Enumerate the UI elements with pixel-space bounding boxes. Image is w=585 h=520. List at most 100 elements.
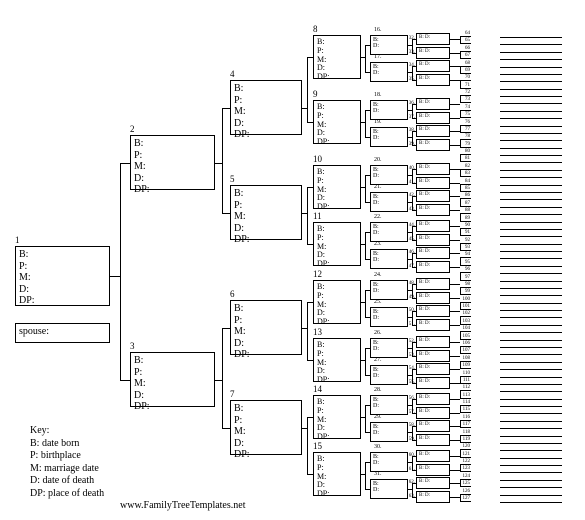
ancestor-line-112 — [500, 391, 562, 392]
ancestor-box-33: B: D: — [416, 47, 450, 59]
ancestor-box-35: B: D: — [416, 74, 450, 86]
ancestor-line-123 — [500, 472, 562, 473]
ancestor-line-90 — [500, 229, 562, 230]
ancestor-box-55: B: D: — [416, 377, 450, 389]
ancestor-line-98 — [500, 288, 562, 289]
ancestor-box-45: B: D: — [416, 234, 450, 246]
ancestor-box-40: B: D: — [416, 163, 450, 175]
ancestor-box-7: B:P:M:D:DP: — [230, 400, 302, 455]
ancestor-number-1: 1 — [15, 235, 20, 245]
ancestor-line-88 — [500, 214, 562, 215]
ancestor-line-78 — [500, 140, 562, 141]
ancestor-number-30: 30. — [374, 444, 382, 450]
ancestor-box-62: B: D: — [416, 477, 450, 489]
ancestor-line-120 — [500, 450, 562, 451]
ancestor-box-1: B:P:M:D:DP: — [15, 246, 110, 306]
ancestor-box-20: B:D: — [370, 165, 408, 185]
ancestor-line-106 — [500, 347, 562, 348]
ancestor-line-103 — [500, 325, 562, 326]
key-legend: Key:B: date bornP: birthplaceM: marriage… — [30, 425, 104, 500]
ancestor-number-15: 15 — [313, 441, 322, 451]
ancestor-number-19: 19. — [374, 119, 382, 125]
ancestor-number-16: 16. — [374, 27, 382, 33]
ancestor-line-100 — [500, 303, 562, 304]
ancestor-line-104 — [500, 332, 562, 333]
ancestor-number-24: 24. — [374, 272, 382, 278]
ancestor-line-85 — [500, 192, 562, 193]
ancestor-line-66 — [500, 52, 562, 53]
ancestor-line-97 — [500, 281, 562, 282]
ancestor-box-16: B:D: — [370, 35, 408, 55]
ancestor-line-89 — [500, 222, 562, 223]
ancestor-number-6: 6 — [230, 289, 235, 299]
ancestor-line-107 — [500, 354, 562, 355]
ancestor-number-5: 5 — [230, 174, 235, 184]
ancestor-box-34: B: D: — [416, 60, 450, 72]
ancestor-box-60: B: D: — [416, 450, 450, 462]
ancestor-line-119 — [500, 443, 562, 444]
ancestor-line-64 — [500, 37, 562, 38]
ancestor-box-53: B: D: — [416, 350, 450, 362]
ancestor-box-4: B:P:M:D:DP: — [230, 80, 302, 135]
ancestor-number-9: 9 — [313, 89, 318, 99]
ancestor-box-54: B: D: — [416, 363, 450, 375]
ancestor-box-41: B: D: — [416, 177, 450, 189]
ancestor-number-20: 20. — [374, 157, 382, 163]
pedigree-chart: 1B:P:M:D:DP:spouse:2B:P:M:D:DP:3B:P:M:D:… — [0, 0, 585, 520]
ancestor-box-6: B:P:M:D:DP: — [230, 300, 302, 355]
ancestor-number-3: 3 — [130, 341, 135, 351]
ancestor-number-10: 10 — [313, 154, 322, 164]
ancestor-number-11: 11 — [313, 211, 322, 221]
ancestor-line-71 — [500, 89, 562, 90]
ancestor-line-65 — [500, 44, 562, 45]
ancestor-box-21: B:D: — [370, 192, 408, 212]
ancestor-line-67 — [500, 59, 562, 60]
ancestor-line-99 — [500, 295, 562, 296]
ancestor-line-77 — [500, 133, 562, 134]
ancestor-number-28: 28. — [374, 387, 382, 393]
ancestor-line-115 — [500, 413, 562, 414]
ancestor-line-114 — [500, 406, 562, 407]
ancestor-line-108 — [500, 362, 562, 363]
ancestor-box-43: B: D: — [416, 204, 450, 216]
ancestor-line-76 — [500, 126, 562, 127]
ancestor-box-25: B:D: — [370, 307, 408, 327]
ancestor-line-80 — [500, 155, 562, 156]
ancestor-line-105 — [500, 340, 562, 341]
ancestor-number-27: 27. — [374, 357, 382, 363]
ancestor-box-31: B:D: — [370, 479, 408, 499]
ancestor-box-10: B:P:M:D:DP: — [313, 165, 361, 209]
ancestor-line-122 — [500, 465, 562, 466]
ancestor-line-82 — [500, 170, 562, 171]
ancestor-line-124 — [500, 480, 562, 481]
ancestor-box-5: B:P:M:D:DP: — [230, 185, 302, 240]
ancestor-line-110 — [500, 377, 562, 378]
ancestor-box-48: B: D: — [416, 278, 450, 290]
ancestor-box-15: B:P:M:D:DP: — [313, 452, 361, 496]
ancestor-box-2: B:P:M:D:DP: — [130, 135, 215, 190]
footer-credit: www.FamilyTreeTemplates.net — [120, 500, 245, 511]
ancestor-box-37: B: D: — [416, 112, 450, 124]
ancestor-box-59: B: D: — [416, 434, 450, 446]
ancestor-box-27: B:D: — [370, 365, 408, 385]
ancestor-number-17: 17. — [374, 54, 382, 60]
ancestor-box-58: B: D: — [416, 420, 450, 432]
ancestor-number-8: 8 — [313, 24, 318, 34]
ancestor-line-121 — [500, 458, 562, 459]
ancestor-line-101 — [500, 310, 562, 311]
ancestor-line-74 — [500, 111, 562, 112]
ancestor-box-14: B:P:M:D:DP: — [313, 395, 361, 439]
spouse-box: spouse: — [15, 323, 110, 343]
ancestor-box-44: B: D: — [416, 220, 450, 232]
ancestor-number-29: 29. — [374, 414, 382, 420]
ancestor-box-51: B: D: — [416, 319, 450, 331]
ancestor-box-8: B:P:M:D:DP: — [313, 35, 361, 79]
ancestor-number-31: 31. — [374, 471, 382, 477]
ancestor-line-91 — [500, 236, 562, 237]
ancestor-line-118 — [500, 436, 562, 437]
ancestor-box-3: B:P:M:D:DP: — [130, 352, 215, 407]
ancestor-box-24: B:D: — [370, 280, 408, 300]
ancestor-box-29: B:D: — [370, 422, 408, 442]
ancestor-line-93 — [500, 251, 562, 252]
ancestor-box-26: B:D: — [370, 338, 408, 358]
